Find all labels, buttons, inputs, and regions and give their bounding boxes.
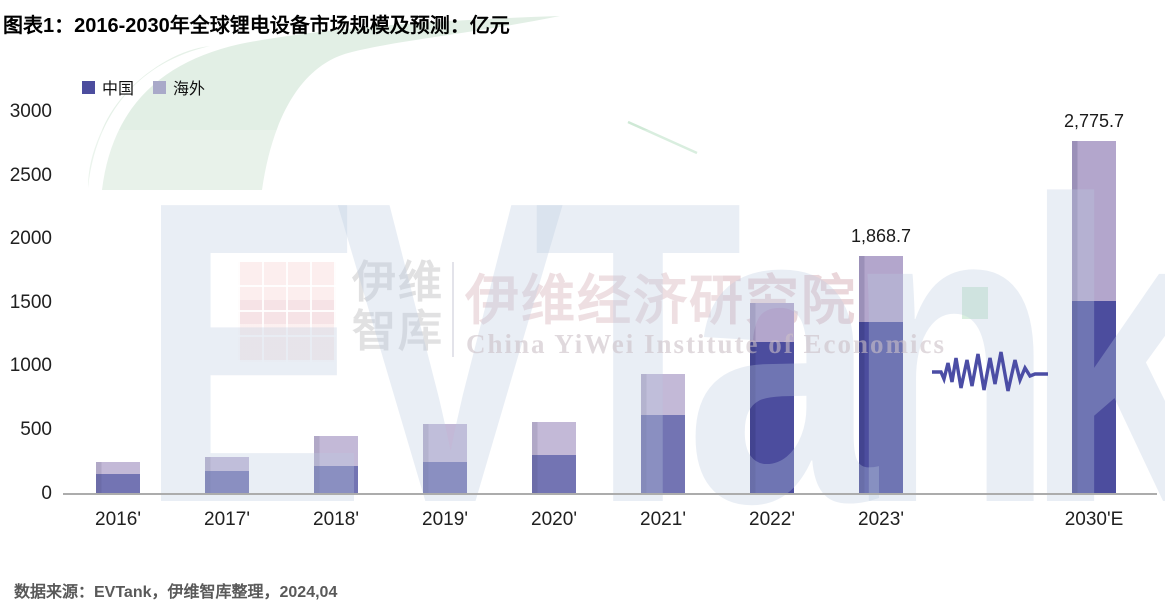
x-axis-label-2018': 2018' xyxy=(313,509,359,530)
y-axis-tick-1000: 1000 xyxy=(9,355,52,377)
bar-segment-china xyxy=(205,470,249,494)
bar-segment-china xyxy=(641,414,685,494)
bar-segment-overseas xyxy=(641,373,685,415)
bar-2020' xyxy=(532,422,576,494)
y-axis-tick-0: 0 xyxy=(41,482,52,504)
x-axis-label-2019': 2019' xyxy=(422,509,468,530)
bar-segment-overseas xyxy=(1072,140,1116,302)
x-axis-label-2021': 2021' xyxy=(640,509,686,530)
yiwei-text: 伊维 xyxy=(352,258,444,307)
bar-2019' xyxy=(423,424,467,494)
y-axis-tick-3000: 3000 xyxy=(9,101,52,122)
bar-segment-china xyxy=(859,321,903,494)
bar-segment-overseas xyxy=(859,255,903,322)
y-axis-tick-2500: 2500 xyxy=(9,164,52,186)
bar-segment-overseas xyxy=(314,435,358,467)
bar-2018' xyxy=(314,435,358,494)
bar-segment-china xyxy=(750,341,794,494)
watermark-divider-line xyxy=(452,262,454,357)
bar-segment-china xyxy=(314,466,358,494)
legend-label-中国: 中国 xyxy=(102,81,135,98)
bar-left-shading xyxy=(641,373,685,494)
bar-segment-overseas xyxy=(532,422,576,456)
legend-swatch-中国 xyxy=(82,80,95,94)
bar-segment-overseas xyxy=(96,461,140,474)
axis-break-zigzag xyxy=(932,351,1048,392)
x-axis-line xyxy=(63,493,1157,495)
bar-segment-china xyxy=(96,473,140,494)
page-title: 图表1：2016-2030年全球锂电设备市场规模及预测：亿元 xyxy=(3,15,510,37)
x-axis-label-2017': 2017' xyxy=(204,509,250,530)
x-axis-label-2030'E: 2030'E xyxy=(1064,509,1124,530)
data-label-2023': 1,868.7 xyxy=(850,225,912,246)
data-label-2030'E: 2,775.7 xyxy=(1063,110,1125,131)
legend-swatch-海外 xyxy=(153,80,167,94)
bar-segment-overseas xyxy=(423,424,467,462)
y-axis-tick-500: 500 xyxy=(20,418,52,440)
bar-2022' xyxy=(750,302,794,494)
bar-2017' xyxy=(205,457,249,494)
legend-label-海外: 海外 xyxy=(173,81,206,98)
bar-left-shading xyxy=(96,461,140,494)
bar-segment-china xyxy=(532,455,576,494)
bar-2023' xyxy=(859,255,903,494)
x-axis-label-2023': 2023' xyxy=(858,509,904,530)
x-axis-label-2016': 2016' xyxy=(95,509,141,530)
institute-en-watermark: China YiWei Institute of Economics xyxy=(466,329,947,359)
bar-left-shading xyxy=(205,457,249,494)
bar-segment-overseas xyxy=(205,457,249,471)
bar-left-shading xyxy=(1072,140,1116,494)
source-note: 数据来源：EVTank，伊维智库整理，2024,04 xyxy=(14,584,338,601)
y-axis-tick-2000: 2000 xyxy=(9,228,52,250)
white-veil-overlay xyxy=(78,130,723,493)
evtank-red-grid-logo xyxy=(238,262,336,362)
y-axis-tick-1500: 1500 xyxy=(9,291,52,313)
bar-segment-china xyxy=(423,461,467,494)
evtank-big-letters-watermark: EVTank xyxy=(138,113,1165,593)
bar-segment-overseas xyxy=(750,302,794,342)
zhiku-text: 智库 xyxy=(352,307,444,357)
x-axis-label-2022': 2022' xyxy=(749,509,795,530)
bar-left-shading xyxy=(859,255,903,494)
bar-2016' xyxy=(96,461,140,494)
bar-left-shading xyxy=(423,424,467,494)
x-axis-label-2020': 2020' xyxy=(531,509,577,530)
yiwei-zhiku-watermark: 伊维 智库 xyxy=(352,258,444,357)
bar-2021' xyxy=(641,373,685,494)
bar-segment-china xyxy=(1072,301,1116,494)
bar-left-shading xyxy=(750,302,794,494)
bar-2030'E xyxy=(1072,140,1116,494)
legend: 中国 海外 xyxy=(82,75,205,99)
bar-left-shading xyxy=(314,435,358,494)
bar-left-shading xyxy=(532,422,576,494)
